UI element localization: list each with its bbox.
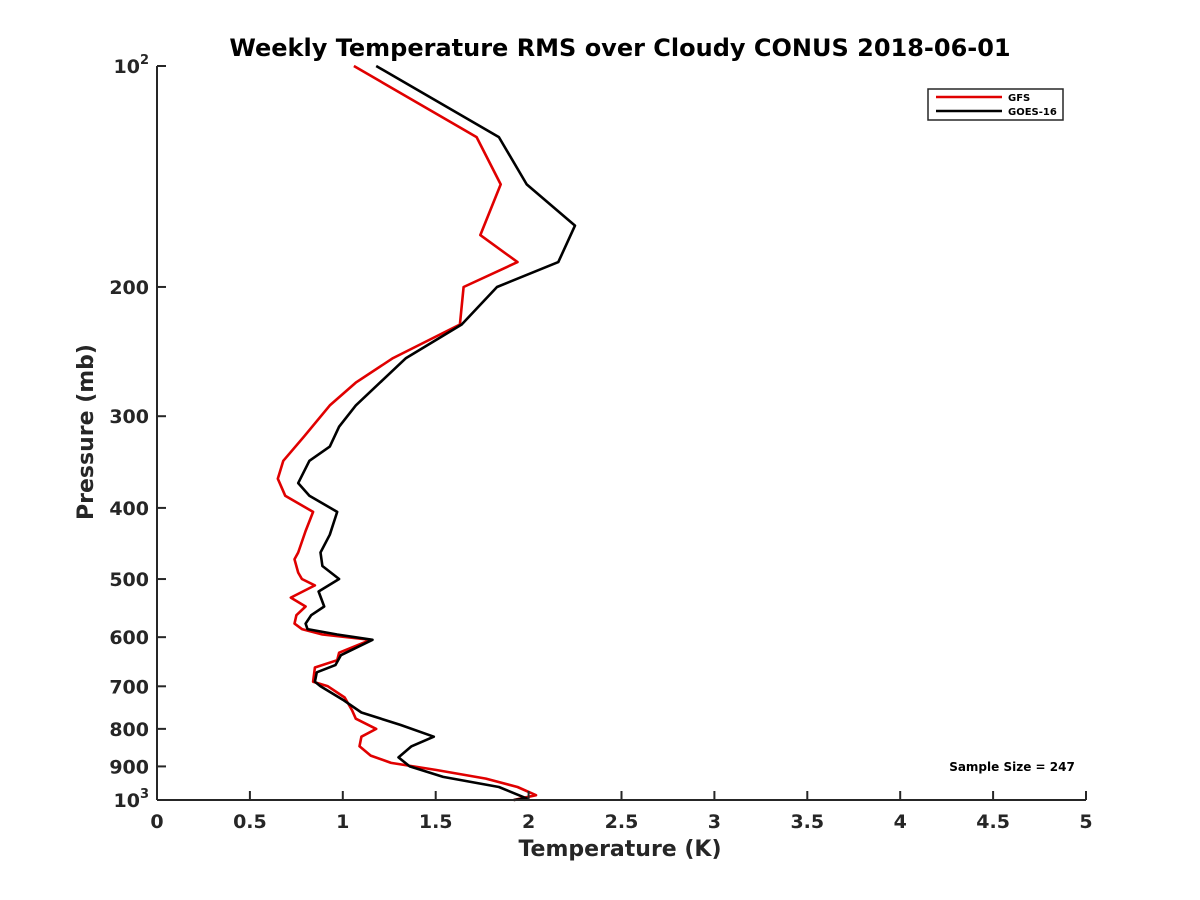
legend-box [927,88,1064,121]
chart-title: Weekly Temperature RMS over Cloudy CONUS… [229,34,1010,62]
x-tick-label: 3 [708,811,721,833]
x-axis: 0 0.5 1 1.5 2 2.5 3 3.5 4 4.5 5 [150,791,1093,833]
y-tick-label: 600 [109,627,149,649]
y-tick-label: 900 [109,756,149,778]
legend-label-gfs: GFS [1008,93,1030,104]
legend: GFS GOES-16 [927,88,1064,121]
y-tick-label: 300 [109,406,149,428]
y-tick-label: 200 [109,277,149,299]
x-axis-label: Temperature (K) [518,837,721,862]
y-tick-label: 103 [114,787,150,812]
series-line-goes-16 [296,64,577,802]
x-tick-label: 1 [336,811,349,833]
y-tick-label: 102 [114,53,150,78]
x-tick-label: 2.5 [605,811,639,833]
y-axis: 102 200 300 400 500 600 700 800 900 103 [109,53,166,812]
x-tick-label: 4.5 [976,811,1010,833]
y-tick-label: 500 [109,569,149,591]
x-tick-label: 2 [522,811,535,833]
y-tick-label: 800 [109,719,149,741]
x-tick-label: 4 [894,811,907,833]
sample-size-annotation: Sample Size = 247 [949,760,1075,774]
y-tick-label: 700 [109,676,149,698]
plot-area [276,64,577,802]
x-tick-label: 3.5 [790,811,824,833]
y-tick-label: 400 [109,498,149,520]
x-tick-label: 1.5 [419,811,453,833]
legend-label-goes-16: GOES-16 [1008,107,1057,118]
y-axis-label: Pressure (mb) [74,344,99,520]
x-tick-label: 0 [150,811,163,833]
x-tick-label: 0.5 [233,811,267,833]
series-line-gfs [276,64,538,802]
x-tick-label: 5 [1079,811,1092,833]
